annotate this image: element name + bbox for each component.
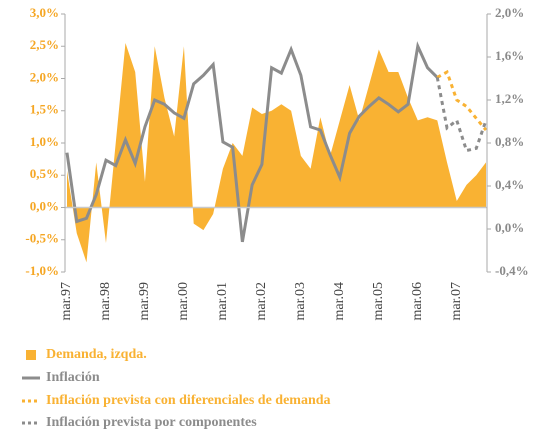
- series-line: [435, 77, 488, 153]
- x-tick-label: mar.97: [59, 282, 74, 321]
- x-tick-label: mar.07: [449, 282, 464, 321]
- legend-label: Inflación prevista con diferenciales de …: [46, 393, 331, 408]
- x-tick-label: mar.03: [293, 282, 308, 321]
- x-tick-label: mar.05: [371, 282, 386, 321]
- y2-tick-label: 1,6%: [495, 48, 524, 63]
- legend-label: Demanda, izqda.: [46, 347, 147, 362]
- series-line: [436, 69, 488, 132]
- x-tick-label: mar.02: [254, 282, 269, 321]
- series-line: [65, 41, 439, 243]
- x-tick-label: mar.00: [176, 282, 191, 321]
- y-tick-label: 0,5%: [30, 166, 59, 181]
- y-tick-label: 0,0%: [30, 198, 59, 213]
- x-tick-label: mar.99: [137, 282, 152, 321]
- x-tick-label: mar.06: [410, 282, 425, 321]
- y-tick-label: 2,5%: [30, 37, 59, 52]
- y2-tick-label: 0,0%: [495, 220, 524, 235]
- y-tick-label: 1,5%: [30, 102, 59, 117]
- legend-label: Inflación: [46, 370, 100, 385]
- legend-swatch: [26, 350, 36, 360]
- y2-tick-label: 2,0%: [495, 5, 524, 20]
- legend-label: Inflación prevista por componentes: [46, 415, 257, 430]
- y-tick-label: 3,0%: [30, 5, 59, 20]
- y-tick-label: -1,0%: [25, 263, 59, 278]
- x-tick-label: mar.01: [215, 282, 230, 321]
- x-tick-label: mar.98: [98, 282, 113, 321]
- y-tick-label: -0,5%: [25, 231, 59, 246]
- x-tick-label: mar.04: [332, 282, 347, 321]
- y2-tick-label: 1,2%: [495, 91, 524, 106]
- y2-tick-label: 0,8%: [495, 134, 524, 149]
- y-tick-label: 1,0%: [30, 134, 59, 149]
- y2-tick-label: -0,4%: [495, 263, 529, 278]
- y-tick-label: 2,0%: [30, 69, 59, 84]
- y2-tick-label: 0,4%: [495, 177, 524, 192]
